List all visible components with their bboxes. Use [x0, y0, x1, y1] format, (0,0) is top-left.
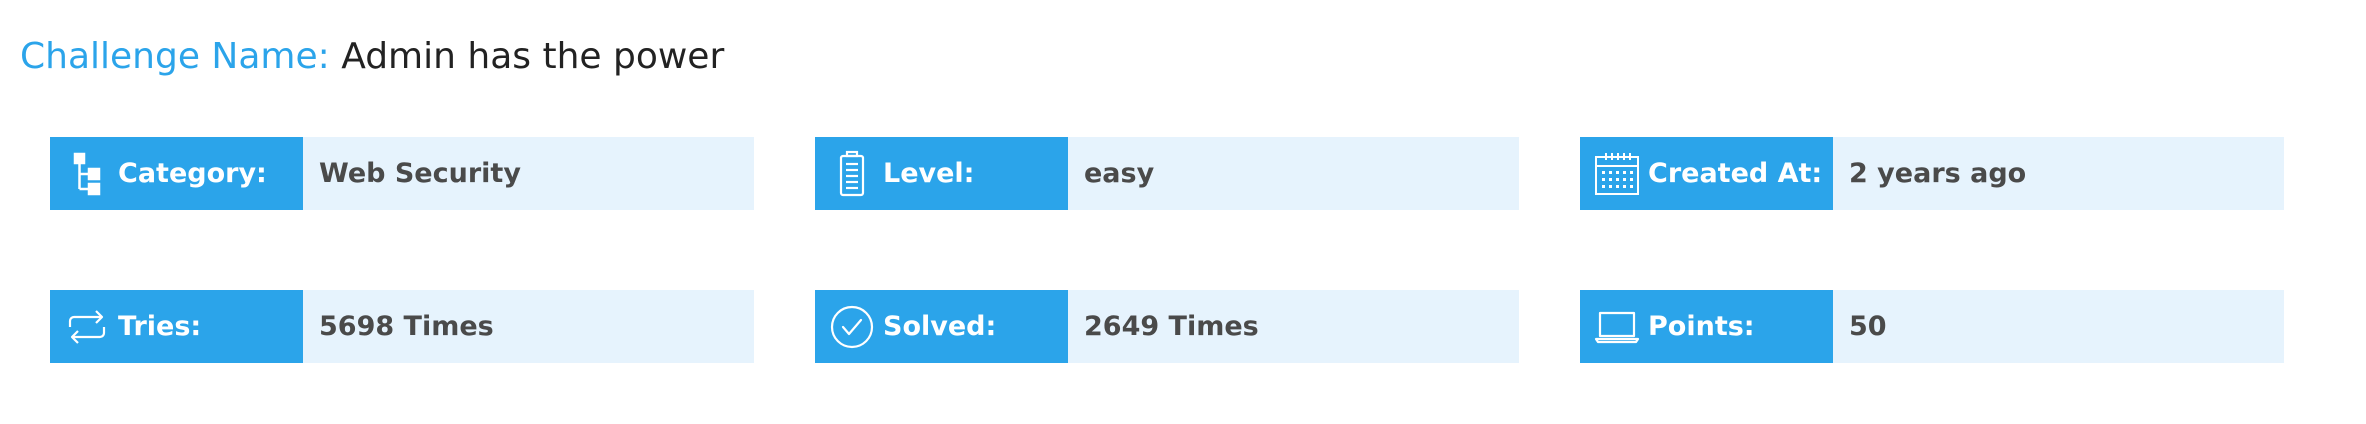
- stat-level-label: Level:: [883, 158, 975, 189]
- stat-tries-header: Tries:: [50, 290, 303, 363]
- stat-points-label: Points:: [1648, 311, 1755, 342]
- check-circle-icon: [829, 304, 875, 350]
- challenge-name-value: Admin has the power: [329, 36, 725, 77]
- stat-solved: Solved: 2649 Times: [815, 290, 1519, 363]
- stat-category-value: Web Security: [303, 137, 754, 210]
- stat-points: Points: 50: [1580, 290, 2284, 363]
- stat-points-header: Points:: [1580, 290, 1833, 363]
- stat-tries: Tries: 5698 Times: [50, 290, 754, 363]
- hierarchy-icon: [64, 151, 110, 197]
- repeat-icon: [64, 304, 110, 350]
- stat-category-label: Category:: [118, 158, 267, 189]
- stat-category: Category: Web Security: [50, 137, 754, 210]
- stat-created-at: Created At: 2 years ago: [1580, 137, 2284, 210]
- stat-level-value: easy: [1068, 137, 1519, 210]
- stat-created-at-label: Created At:: [1648, 158, 1823, 189]
- challenge-title: Challenge Name: Admin has the power: [20, 30, 724, 84]
- stat-solved-label: Solved:: [883, 311, 997, 342]
- stat-category-header: Category:: [50, 137, 303, 210]
- stat-level: Level: easy: [815, 137, 1519, 210]
- stat-created-at-value: 2 years ago: [1833, 137, 2284, 210]
- stat-tries-value: 5698 Times: [303, 290, 754, 363]
- laptop-icon: [1594, 304, 1640, 350]
- stat-solved-header: Solved:: [815, 290, 1068, 363]
- battery-icon: [829, 150, 875, 197]
- stat-level-header: Level:: [815, 137, 1068, 210]
- stat-created-at-header: Created At:: [1580, 137, 1833, 210]
- stat-tries-label: Tries:: [118, 311, 202, 342]
- stat-points-value: 50: [1833, 290, 2284, 363]
- calendar-icon: [1594, 151, 1640, 197]
- challenge-name-label: Challenge Name:: [20, 36, 330, 77]
- stat-solved-value: 2649 Times: [1068, 290, 1519, 363]
